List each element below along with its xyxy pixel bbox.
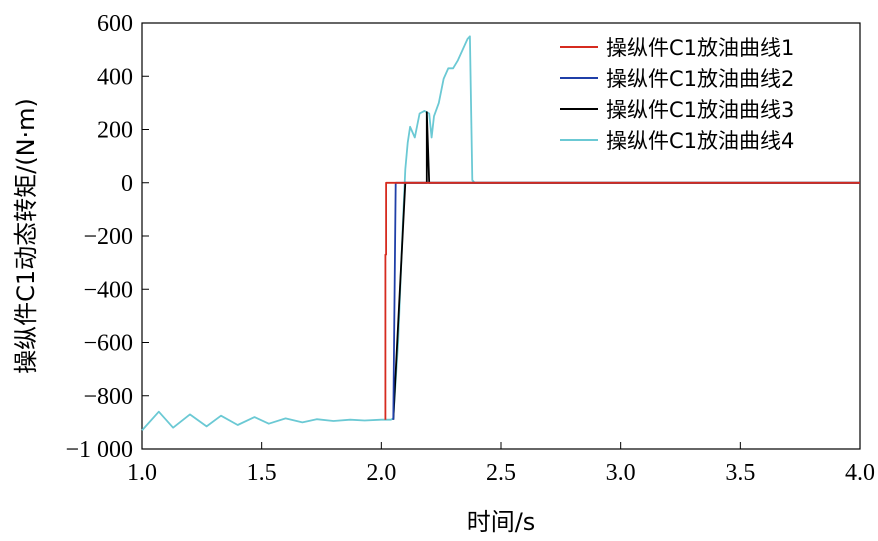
y-tick-label: 0 [121,171,133,197]
legend-label: 操纵件C1放油曲线4 [606,129,794,153]
legend-label: 操纵件C1放油曲线1 [606,36,794,60]
series-line-1 [384,181,860,420]
legend-label: 操纵件C1放油曲线2 [606,67,794,91]
x-tick-label: 1.0 [127,460,157,486]
y-tick-label: 400 [97,64,133,90]
axis-ticks: 1.0 1.5 2.0 2.5 3.0 3.5 4.0 600 400 200 0 −200 −400 −… [65,11,875,486]
x-axis-label: 时间/s [467,508,536,536]
y-tick-label: −1 000 [65,437,133,463]
series-line-2 [392,181,860,420]
y-tick-label: −600 [83,331,133,357]
y-tick-label: −800 [83,384,133,410]
series-line-3 [392,111,860,420]
x-tick-label: 1.5 [247,460,277,486]
y-tick-label: 200 [97,118,133,144]
y-axis-label: 操纵件C1动态转矩/(N·m) [12,98,40,374]
x-tick-label: 2.0 [366,460,396,486]
y-tick-label: −400 [83,277,133,303]
series-line-4 [141,35,860,432]
x-tick-label: 3.5 [725,460,755,486]
legend: 操纵件C1放油曲线1 操纵件C1放油曲线2 操纵件C1放油曲线3 操纵件C1放油曲线4 [560,36,794,153]
x-tick-label: 3.0 [606,460,636,486]
plot-area [141,35,860,432]
y-tick-label: −200 [83,224,133,250]
x-tick-label: 4.0 [845,460,875,486]
x-tick-label: 2.5 [486,460,516,486]
y-tick-label: 600 [97,11,133,37]
legend-label: 操纵件C1放油曲线3 [606,98,794,122]
